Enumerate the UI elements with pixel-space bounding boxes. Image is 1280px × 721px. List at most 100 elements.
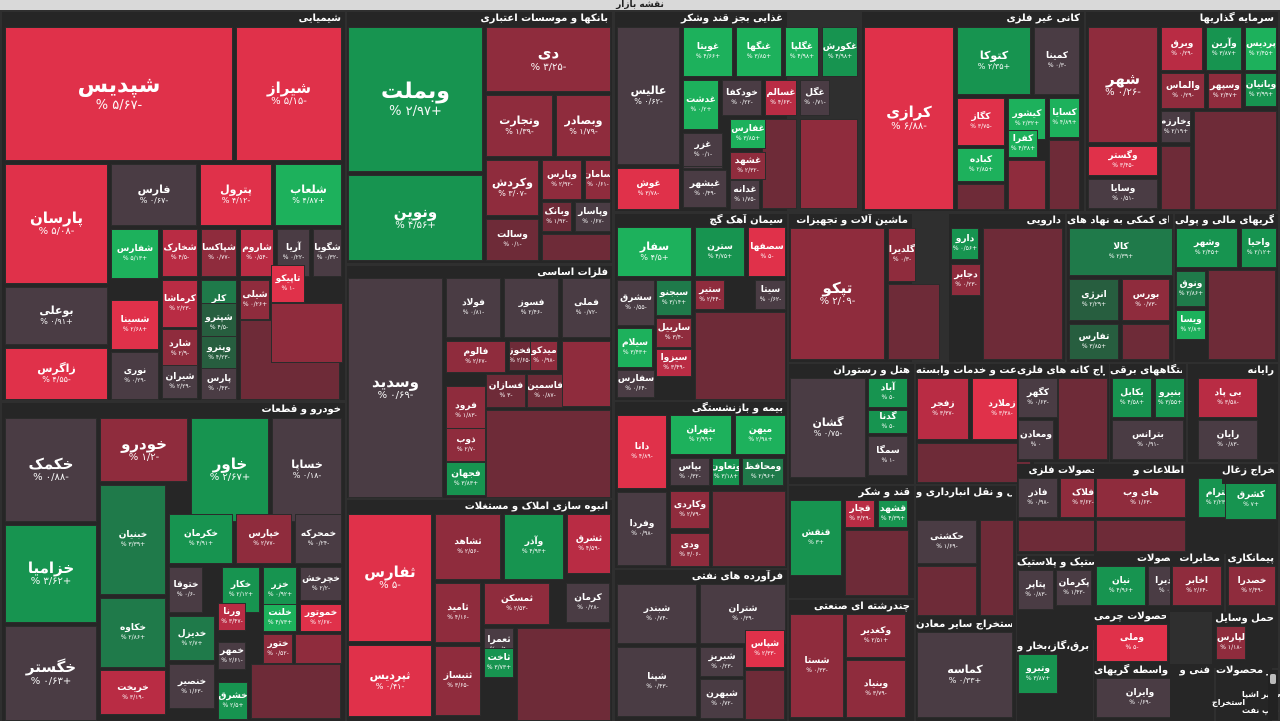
- small-stock-tiles[interactable]: [1208, 270, 1276, 360]
- stock-tile[interactable]: وآذر% ۴/۹۳+: [504, 514, 564, 580]
- stock-tile[interactable]: شیران% ۲/۲۹-: [162, 365, 198, 399]
- small-stock-tiles[interactable]: [917, 443, 1031, 483]
- stock-tile[interactable]: وکغدیر% ۲/۵۱+: [846, 614, 906, 658]
- stock-tile[interactable]: کرازی% ۶/۸۸-: [864, 27, 954, 210]
- stock-tile[interactable]: سفار% ۴/۵+: [617, 227, 692, 277]
- stock-tile[interactable]: شیراز% ۵/۱۵-: [236, 27, 342, 161]
- stock-tile[interactable]: وبصادر% ۱/۷۹-: [556, 95, 611, 157]
- small-stock-tiles[interactable]: [1049, 140, 1080, 210]
- sector-title[interactable]: غذایی بجز قند وشکر: [680, 13, 783, 24]
- stock-tile[interactable]: کرمان% ۰/۲۸-: [566, 583, 610, 623]
- stock-tile[interactable]: ختور% ۰/۵۲-: [263, 634, 293, 664]
- sector-title[interactable]: ماشین آلات و تجهیزات: [796, 215, 908, 226]
- stock-tile[interactable]: شخارک% ۴/۵-: [162, 229, 198, 277]
- small-stock-tiles[interactable]: [957, 184, 1005, 210]
- small-stock-tiles[interactable]: [562, 341, 611, 407]
- stock-tile[interactable]: پارس% ۰/۴۳-: [201, 368, 237, 400]
- sector-title[interactable]: شیمیایی: [298, 13, 341, 24]
- small-stock-tiles[interactable]: [745, 670, 785, 720]
- small-stock-tiles[interactable]: [980, 520, 1014, 616]
- sector-title[interactable]: فلزات اساسی: [537, 267, 608, 278]
- stock-tile[interactable]: غنگها% ۳/۸۵+: [736, 27, 782, 77]
- stock-tile[interactable]: غوش% ۳/۷۸-: [617, 168, 680, 210]
- stock-tile[interactable]: فسازان% ۳-: [486, 374, 526, 408]
- stock-tile[interactable]: غدانه% ۱/۷۵-: [730, 180, 760, 210]
- stock-tile[interactable]: سامان% ۰/۶۱-: [585, 160, 611, 200]
- stock-tile[interactable]: شلعاب% ۴/۸۷+: [275, 164, 342, 226]
- sector-title[interactable]: پیمانکاری: [1227, 553, 1274, 564]
- stock-tile[interactable]: میهن% ۲/۹۸+: [735, 415, 786, 455]
- stock-tile[interactable]: شیلی% ۰/۲۶+: [240, 280, 270, 320]
- stock-tile[interactable]: فاذر% ۰/۹۸-: [1018, 478, 1058, 518]
- stock-tile[interactable]: پکرمان% ۱/۴۳-: [1056, 570, 1092, 606]
- stock-tile[interactable]: ورنا% ۳/۴۷-: [218, 603, 246, 631]
- stock-tile[interactable]: غبشهر% ۰/۴۹-: [683, 170, 727, 208]
- stock-tile[interactable]: دی% ۳/۲۵-: [486, 27, 611, 92]
- stock-tile[interactable]: شبندر% ۰/۷۴-: [617, 584, 697, 644]
- stock-tile[interactable]: شهر% ۰/۲۶-: [1088, 27, 1158, 143]
- stock-tile[interactable]: بترانس% ۰/۹۱-: [1112, 420, 1184, 460]
- stock-tile[interactable]: غشهد% ۲/۳۲-: [730, 152, 766, 180]
- stock-tile[interactable]: حکشتی% ۱/۶۹-: [917, 520, 977, 564]
- stock-tile[interactable]: فجهان% ۳/۸۳+: [446, 462, 486, 496]
- stock-tile[interactable]: غفارس% ۳/۸۵+: [730, 119, 766, 149]
- stock-tile[interactable]: ثپردیس% ۰/۴۱-: [348, 645, 432, 717]
- small-stock-tiles[interactable]: [1058, 378, 1108, 460]
- stock-tile[interactable]: فاسمین% ۰/۸۷-: [527, 374, 563, 408]
- small-stock-tiles[interactable]: [486, 410, 611, 498]
- stock-tile[interactable]: شفارس% ۵/۱۳+: [111, 229, 159, 279]
- sector-title[interactable]: بیمه و بازنشستگی: [691, 403, 783, 414]
- stock-tile[interactable]: تفارس% ۳/۸۵+: [1069, 324, 1119, 360]
- stock-tile[interactable]: ستیر% ۲/۴۴-: [695, 280, 725, 310]
- stock-tile[interactable]: اخابر% ۲/۶۴-: [1172, 566, 1222, 606]
- sector-title-small[interactable]: سایر اشیا: [1242, 690, 1280, 699]
- small-stock-tiles[interactable]: [762, 119, 797, 209]
- scrollbar[interactable]: [1268, 670, 1278, 720]
- stock-tile[interactable]: وتجارت% ۱/۳۹-: [486, 95, 553, 157]
- stock-tile[interactable]: خدیزل% ۲/۷+: [169, 616, 215, 661]
- stock-tile[interactable]: های وب% ۱/۶۳-: [1096, 478, 1186, 518]
- sector-title[interactable]: اطلاعات و: [1133, 465, 1184, 476]
- stock-tile[interactable]: سبجنو% ۳/۱۴+: [656, 280, 692, 316]
- sector-title[interactable]: استخراج سایر معادن: [916, 619, 1012, 630]
- stock-tile[interactable]: غکورش% ۴/۹۸+: [822, 27, 858, 77]
- stock-tile[interactable]: زاگرس% ۴/۵۵-: [5, 348, 108, 400]
- stock-tile[interactable]: خبنیان% ۳/۳۹+: [100, 485, 166, 595]
- stock-tile[interactable]: ذوب% ۲/۷-: [446, 428, 486, 462]
- stock-tile[interactable]: سیزوا% ۳/۴۹-: [656, 349, 692, 377]
- sector-title[interactable]: فعالیتهای کمکی به نهاد های: [1067, 215, 1169, 226]
- small-stock-tiles[interactable]: [1194, 111, 1277, 210]
- stock-tile[interactable]: قشهد% ۴/۳۹+: [878, 500, 908, 528]
- stock-tile[interactable]: خگستر% ۰/۶۳+: [5, 626, 97, 721]
- stock-tile[interactable]: وخارزم% ۲/۱۹+: [1161, 111, 1191, 143]
- stock-tile[interactable]: شگویا% ۰/۳۲-: [313, 229, 342, 277]
- stock-tile[interactable]: خزامیا% ۳/۶۲+: [5, 525, 97, 623]
- stock-tile[interactable]: ثاخت% ۳/۷۳+: [484, 648, 514, 678]
- sector-title[interactable]: فرآورده های نفتی: [691, 571, 783, 582]
- sector-title[interactable]: حمل و نقل انبارداری و: [916, 487, 1012, 498]
- sector-title[interactable]: فنی و: [1179, 665, 1210, 676]
- stock-tile[interactable]: خکرمان% ۴/۹۱+: [169, 514, 233, 564]
- stock-tile[interactable]: شبریز% ۰/۲۳-: [700, 647, 744, 677]
- small-stock-tiles[interactable]: [271, 303, 343, 363]
- sector-title[interactable]: دارویی: [1026, 215, 1061, 226]
- sector-title[interactable]: زراعت و خدمات وابسته: [916, 365, 1030, 376]
- sector-title[interactable]: قند و شکر: [858, 487, 910, 498]
- stock-tile[interactable]: فملی% ۰/۷۲-: [562, 278, 611, 338]
- scrollbar-thumb[interactable]: [1270, 674, 1276, 684]
- stock-tile[interactable]: ثشرق% ۴/۵۹-: [567, 514, 611, 574]
- stock-tile[interactable]: شارد% ۲/۹-: [162, 329, 198, 369]
- stock-tile[interactable]: فالوم% ۲/۶۷-: [446, 341, 506, 373]
- stock-tile[interactable]: پترول% ۴/۱۲-: [200, 164, 272, 226]
- stock-tile[interactable]: وملی% ۵-: [1096, 624, 1168, 662]
- stock-tile[interactable]: دجابر% ۰/۲۳-: [951, 264, 981, 296]
- small-stock-tiles[interactable]: [295, 634, 342, 664]
- sector-title-small[interactable]: استخراج: [1212, 698, 1246, 707]
- stock-tile[interactable]: شپدیس% ۵/۶۷-: [5, 27, 233, 161]
- stock-tile[interactable]: قنقش% ۳+: [790, 500, 842, 576]
- sector-title-small[interactable]: چاپ نفت: [1242, 706, 1279, 715]
- stock-tile[interactable]: گشان% ۰/۷۵-: [790, 378, 866, 478]
- stock-tile[interactable]: کمینا% ۰/۳-: [1034, 27, 1080, 95]
- small-stock-tiles[interactable]: [542, 234, 611, 261]
- sector-title[interactable]: خودرو و قطعات: [261, 404, 342, 415]
